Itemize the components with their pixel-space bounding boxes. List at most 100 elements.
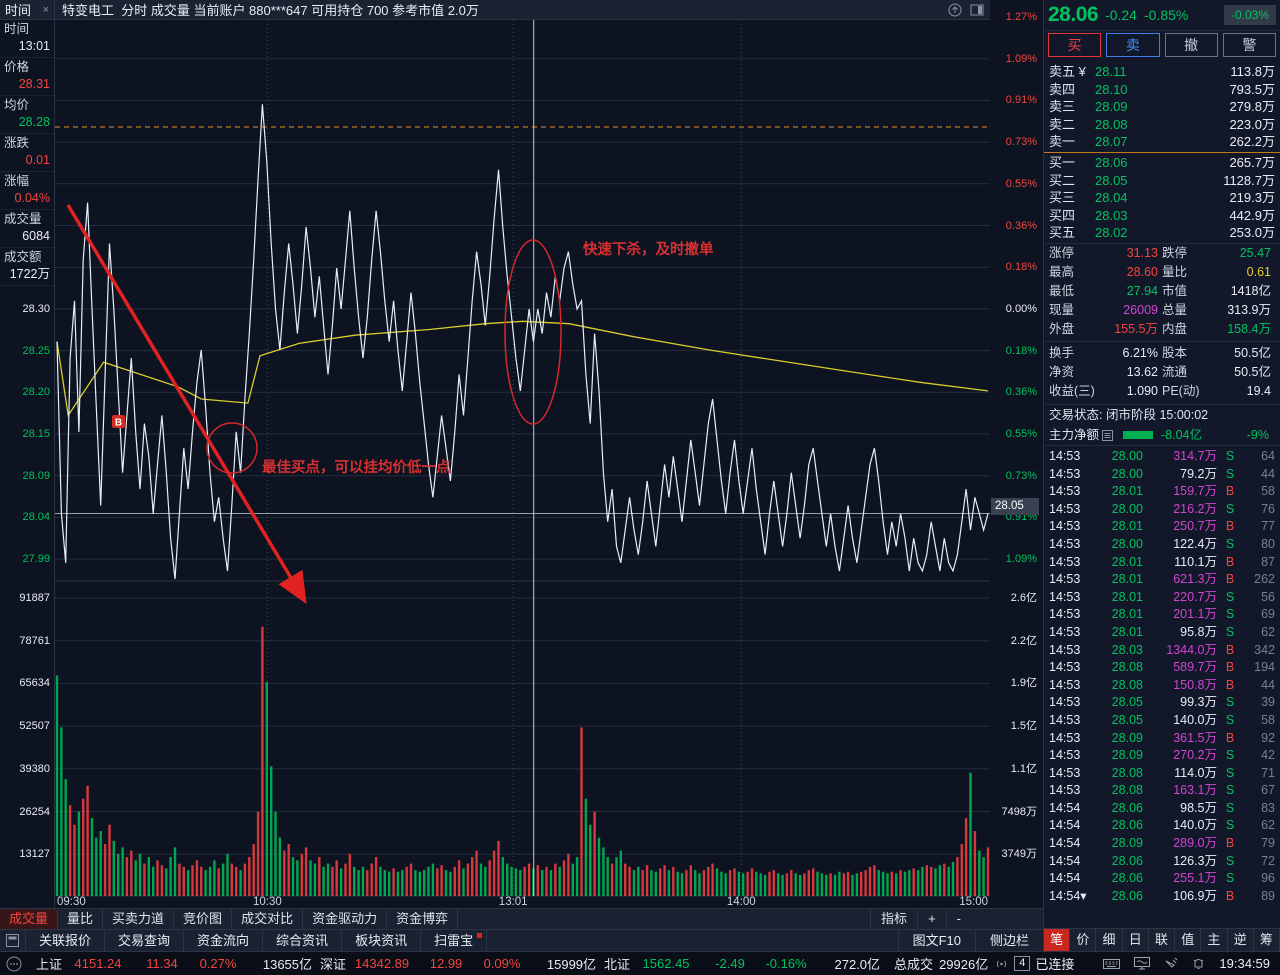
index-name[interactable]: 上证 [36,957,63,972]
tick-time: 14:53 [1049,484,1081,499]
list-icon[interactable] [1102,429,1114,441]
indicator-control[interactable]: + [917,909,946,929]
price-change: -0.24 [1105,7,1137,23]
level-amount: 1128.7万 [1223,172,1275,188]
panel-tab-逆[interactable]: 逆 [1228,929,1254,951]
indicator-tabs: 成交量 量比 买卖力道 竞价图 成交对比 资金驱动力 资金博弈 [0,909,459,929]
bell-icon[interactable] [1192,957,1205,970]
info-tab-扫雷宝[interactable]: 扫雷宝 [421,930,488,951]
ask-level-row[interactable]: 卖四 28.10 793.5万 [1044,81,1280,99]
indicator-control[interactable]: - [945,909,971,929]
info-tab-综合资讯[interactable]: 综合资讯 [263,930,343,951]
pct-axis-label: 0.73% [1005,136,1037,149]
time-header-cell[interactable]: 时间 × [0,0,55,19]
tick-amount: 270.2万 [1173,748,1217,763]
stat-value: 0.61 [1246,265,1271,279]
level-name: 买二 [1049,172,1076,188]
tick-count: 77 [1261,519,1275,534]
indicator-tab-资金博弈[interactable]: 资金博弈 [387,909,459,929]
stat-label: 量比 [1162,265,1188,279]
indicator-tab-量比[interactable]: 量比 [58,909,104,929]
panel-tab-联[interactable]: 联 [1149,929,1176,951]
info-item: 均价 28.28 [0,96,54,134]
tick-direction: S [1225,853,1235,868]
intraday-chart[interactable]: 快速下杀，及时撤单 最佳买点，可以挂均价低一点 B 09:30 10:30 13:01 14… [55,20,990,908]
satellite-icon[interactable] [1164,957,1178,970]
ask-level-row[interactable]: 卖五 ¥ 28.11 113.8万 [1044,63,1280,81]
panel-tab-日[interactable]: 日 [1123,929,1149,951]
indicator-tab-成交对比[interactable]: 成交对比 [232,909,304,929]
indicator-tab-买卖力道[interactable]: 买卖力道 [103,909,175,929]
panel-toggle-icon[interactable] [970,3,984,17]
tick-count: 80 [1261,536,1275,551]
panel-tab-细[interactable]: 细 [1096,929,1123,951]
tick-amount: 150.8万 [1173,677,1217,692]
level-amount: 793.5万 [1229,81,1275,97]
connection-status[interactable]: 4 已连接 [994,954,1074,973]
stat-label: 跌停 [1162,246,1188,260]
monitor-icon[interactable] [1134,957,1151,970]
panel-tab-笔[interactable]: 笔 [1044,929,1071,951]
keyboard-icon[interactable] [1103,958,1121,970]
tick-by-tick-list[interactable]: 14:53 28.00 314.7万 S 64 14:53 28.00 79.2万 S 44 14:… [1044,448,1280,906]
indicator-tab-资金驱动力[interactable]: 资金驱动力 [303,909,388,929]
pct-axis-label: 0.00% [1005,302,1037,315]
ask-level-row[interactable]: 卖三 28.09 279.8万 [1044,98,1280,116]
stat-row: 最低 27.94 市值 1418亿 [1044,282,1280,301]
tick-direction: S [1225,536,1235,551]
stat-label: 现量 [1049,303,1075,317]
level-price: 28.05 [1095,172,1128,188]
tick-price: 28.09 [1111,836,1143,851]
bid-level-row[interactable]: 买一 28.06 265.7万 [1044,154,1280,172]
pct-axis-label: 0.36% [1005,386,1037,399]
ask-level-row[interactable]: 卖二 28.08 223.0万 [1044,116,1280,134]
index-name[interactable]: 北证 [604,957,631,972]
tick-row: 14:53 28.08 150.8万 B 44 [1044,677,1280,695]
info-tab-资金流向[interactable]: 资金流向 [184,930,264,951]
tick-amount: 106.9万 [1173,888,1217,903]
index-name[interactable]: 深证 [320,957,347,972]
tick-row: 14:53 28.00 314.7万 S 64 [1044,448,1280,466]
info-tab-板块资讯[interactable]: 板块资讯 [342,930,422,951]
stat-row: 涨停 31.13 跌停 25.47 [1044,244,1280,263]
panel-tab-主[interactable]: 主 [1201,929,1228,951]
bid-level-row[interactable]: 买四 28.03 442.9万 [1044,207,1280,225]
info-item: 时间 13:01 [0,20,54,58]
price-axis-label: 28.09 [22,469,50,482]
ask-level-row[interactable]: 卖一 28.07 262.2万 [1044,133,1280,151]
close-icon[interactable]: × [42,3,49,16]
more-icon[interactable] [6,956,22,972]
tick-price: 28.06 [1111,871,1143,886]
tick-row: 14:54▾ 28.06 106.9万 B 89 [1044,888,1280,906]
tick-count: 342 [1254,642,1275,657]
info-label: 均价 [4,98,30,112]
info-control[interactable]: 图文F10 [897,930,975,951]
stat-label: 最高 [1049,265,1075,279]
info-control[interactable]: 侧边栏 [974,930,1043,951]
sell-button[interactable]: 卖 [1106,33,1160,57]
stat-row: 换手 6.21% 股本 50.5亿 [1044,344,1280,363]
stat-value: 50.5亿 [1234,346,1271,360]
bid-level-row[interactable]: 买五 28.02 253.0万 [1044,224,1280,242]
panel-tab-值[interactable]: 值 [1175,929,1202,951]
tick-price: 28.05 [1111,695,1143,710]
window-layout-icon[interactable] [0,930,26,951]
bid-level-row[interactable]: 买二 28.05 1128.7万 [1044,172,1280,190]
indicator-tab-竞价图[interactable]: 竞价图 [174,909,233,929]
panel-tab-筹[interactable]: 筹 [1254,929,1280,951]
info-tab-交易查询[interactable]: 交易查询 [105,930,185,951]
pct-axis-label: 0.91% [1005,94,1037,107]
expand-up-icon[interactable] [948,3,962,17]
indicator-control[interactable]: 指标 [870,909,917,929]
level-price: 28.11 [1095,64,1127,79]
stat-value: 1418亿 [1230,284,1271,298]
tick-direction: B [1225,730,1235,745]
buy-button[interactable]: 买 [1048,33,1102,57]
indicator-tab-成交量[interactable]: 成交量 [0,909,59,929]
alert-button[interactable]: 警 [1222,33,1276,57]
bid-level-row[interactable]: 买三 28.04 219.3万 [1044,189,1280,207]
cancel-order-button[interactable]: 撤 [1164,33,1218,57]
panel-tab-价[interactable]: 价 [1070,929,1097,951]
info-tab-关联报价[interactable]: 关联报价 [26,930,106,951]
